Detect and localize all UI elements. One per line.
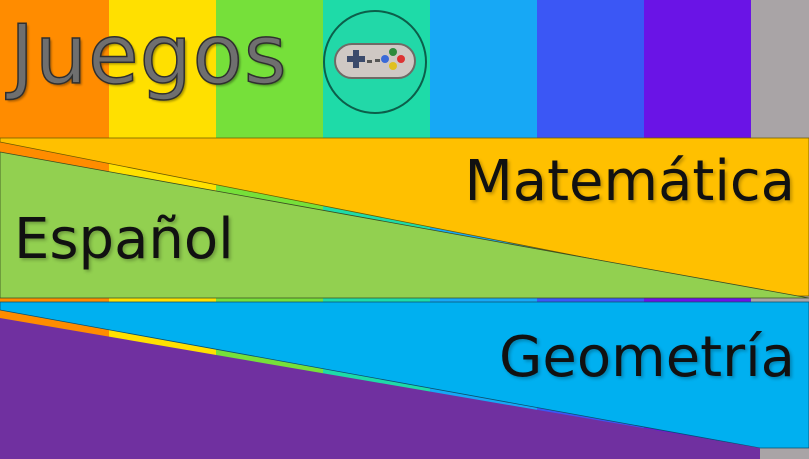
- geometria-button[interactable]: Geometría: [0, 300, 809, 459]
- matematica-label: Matemática: [464, 149, 795, 214]
- gamepad-icon: [323, 10, 427, 114]
- header: Juegos: [0, 0, 809, 138]
- espanol-label: Español: [14, 207, 234, 272]
- page-title: Juegos: [9, 7, 288, 104]
- matematica-button[interactable]: Matemática: [0, 138, 809, 298]
- espanol-button[interactable]: Español: [0, 138, 809, 298]
- geometria-label: Geometría: [499, 325, 795, 390]
